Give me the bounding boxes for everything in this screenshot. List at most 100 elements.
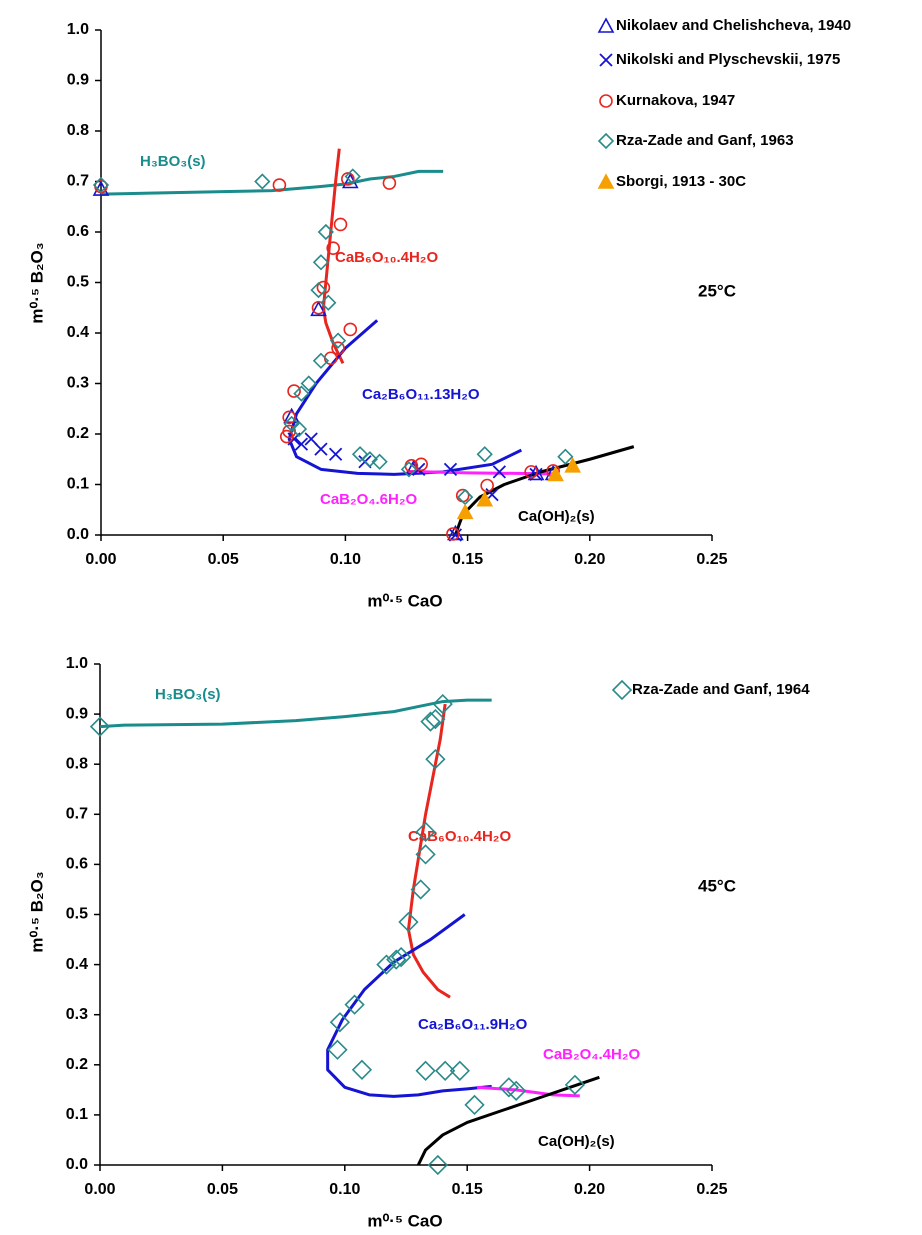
- marker-diamond: [290, 420, 308, 438]
- marker-diamond: [476, 446, 493, 463]
- marker-circle: [279, 429, 294, 444]
- marker-diamond: [344, 994, 365, 1015]
- y-tick-label: 0.3: [66, 1006, 88, 1023]
- y-tick-label: 1.0: [66, 655, 88, 672]
- x-tick-label: 0.15: [452, 1181, 483, 1198]
- x-tick-label: 0.15: [452, 551, 483, 568]
- y-axis-label: m⁰·⁵ B₂O₃: [27, 242, 46, 323]
- temperature-note: 45°C: [698, 876, 736, 895]
- marker-circle: [524, 465, 538, 479]
- y-tick-label: 0.7: [67, 173, 89, 190]
- y-tick-label: 0.0: [67, 526, 89, 543]
- marker-circle: [272, 178, 287, 192]
- marker-circle: [382, 176, 397, 190]
- marker-diamond: [371, 453, 388, 470]
- marker-diamond: [425, 708, 446, 730]
- marker-diamond: [329, 332, 347, 349]
- marker-diamond: [300, 375, 317, 392]
- y-tick-label: 0.9: [66, 705, 88, 722]
- marker-triangle: [310, 300, 327, 317]
- legend-marker: [611, 679, 633, 701]
- x-tick-label: 0.00: [85, 551, 116, 568]
- y-tick-label: 1.0: [67, 21, 89, 38]
- marker-cross: [328, 447, 343, 461]
- curve: [100, 169, 444, 196]
- curve-label: CaB₆O₁₀.4H₂O: [335, 249, 438, 266]
- legend-label: Kurnakova, 1947: [616, 92, 735, 109]
- marker-circle: [331, 341, 345, 355]
- x-tick-label: 0.25: [696, 551, 727, 568]
- legend-marker: [597, 132, 615, 150]
- marker-diamond: [415, 844, 436, 865]
- marker-diamond: [327, 1039, 348, 1060]
- marker-cross: [492, 465, 507, 479]
- legend-label: Sborgi, 1913 - 30C: [616, 173, 746, 190]
- curve-label: CaB₂O₄.6H₂O: [320, 491, 417, 508]
- marker-diamond: [351, 446, 369, 463]
- y-tick-label: 0.4: [66, 956, 88, 973]
- marker-diamond: [310, 281, 327, 299]
- x-axis-label: m⁰·⁵ CaO: [367, 1211, 442, 1230]
- curve: [476, 1085, 580, 1098]
- marker-diamond: [435, 1060, 456, 1081]
- y-tick-label: 0.3: [67, 375, 89, 392]
- marker-diamond: [92, 176, 110, 194]
- y-tick-label: 0.7: [66, 806, 88, 823]
- marker-circle: [282, 410, 296, 425]
- marker-diamond: [427, 1154, 448, 1176]
- legend-marker: [599, 94, 613, 108]
- marker-diamond: [400, 461, 418, 478]
- y-tick-label: 0.5: [66, 906, 88, 923]
- marker-diamond: [449, 1060, 470, 1081]
- legend-label: Rza-Zade and Ganf, 1963: [616, 132, 794, 149]
- marker-circle: [480, 478, 494, 493]
- x-tick-label: 0.20: [574, 1181, 605, 1198]
- curve: [326, 913, 492, 1098]
- marker-diamond: [398, 911, 419, 933]
- curve: [416, 1075, 600, 1166]
- y-tick-label: 0.9: [67, 72, 89, 89]
- x-axis-label: m⁰·⁵ CaO: [367, 591, 442, 610]
- curve: [99, 698, 492, 729]
- y-tick-label: 0.8: [67, 122, 89, 139]
- marker-diamond: [351, 1059, 373, 1080]
- marker-diamond: [320, 294, 337, 311]
- marker-filled-triangle: [476, 490, 494, 507]
- marker-triangle: [527, 464, 545, 481]
- marker-diamond: [376, 954, 397, 975]
- x-tick-label: 0.00: [84, 1181, 115, 1198]
- marker-diamond: [564, 1074, 586, 1095]
- marker-diamond: [498, 1077, 519, 1098]
- marker-diamond: [312, 254, 330, 271]
- marker-diamond: [344, 168, 361, 185]
- marker-diamond: [415, 1060, 436, 1081]
- marker-diamond: [506, 1080, 527, 1101]
- curve: [406, 703, 451, 999]
- curve-label: Ca₂B₆O₁₁.9H₂O: [418, 1016, 528, 1033]
- marker-diamond: [317, 223, 334, 241]
- marker-circle: [316, 280, 331, 295]
- marker-cross: [443, 462, 458, 476]
- x-tick-label: 0.10: [329, 1181, 360, 1198]
- curve-label: H₃BO₃(s): [140, 153, 206, 170]
- legend-marker: [599, 53, 613, 67]
- marker-filled-triangle: [456, 503, 474, 520]
- x-tick-label: 0.25: [696, 1181, 727, 1198]
- legend-marker: [597, 173, 615, 189]
- curve-label: CaB₂O₄.4H₂O: [543, 1046, 640, 1063]
- marker-diamond: [457, 488, 474, 506]
- y-tick-label: 0.2: [66, 1056, 88, 1073]
- marker-circle: [414, 457, 428, 472]
- legend-label: Nikolaev and Chelishcheva, 1940: [616, 17, 851, 34]
- x-tick-label: 0.20: [574, 551, 605, 568]
- marker-cross: [294, 437, 309, 451]
- legend-marker: [597, 17, 615, 33]
- marker-diamond: [283, 415, 300, 433]
- marker-diamond: [464, 1094, 485, 1116]
- x-tick-label: 0.05: [208, 551, 239, 568]
- marker-diamond: [329, 1012, 351, 1033]
- curve-label: CaB₆O₁₀.4H₂O: [408, 828, 511, 845]
- marker-diamond: [312, 352, 330, 369]
- marker-circle: [341, 172, 355, 186]
- y-axis-label: m⁰·⁵ B₂O₃: [27, 871, 46, 952]
